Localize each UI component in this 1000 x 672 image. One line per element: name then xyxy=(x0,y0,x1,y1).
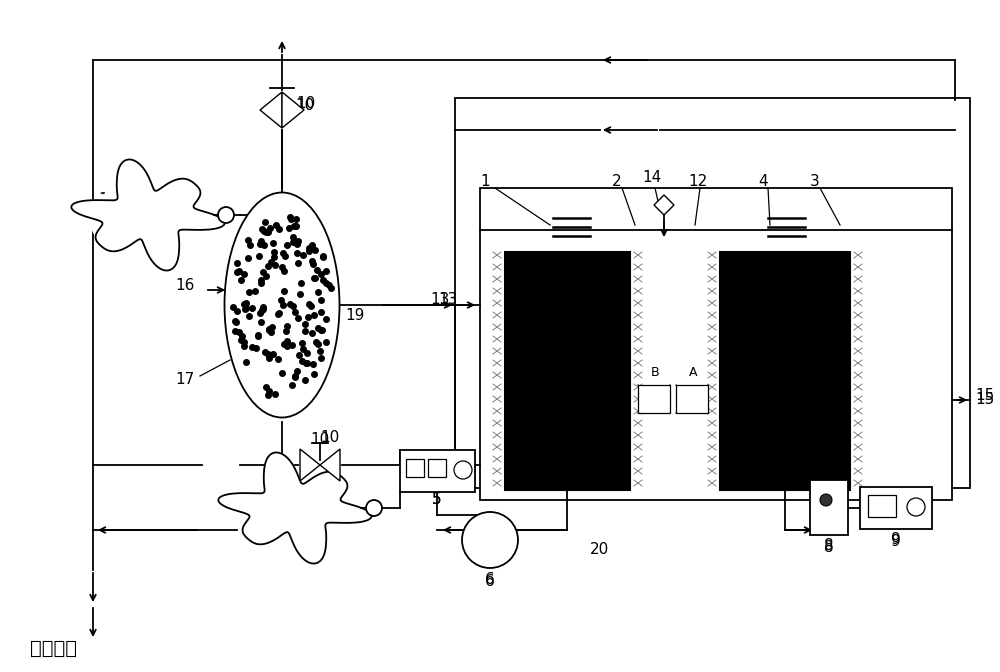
Circle shape xyxy=(462,512,518,568)
Text: 15: 15 xyxy=(975,388,994,403)
Bar xyxy=(676,385,708,413)
Ellipse shape xyxy=(90,180,206,260)
Polygon shape xyxy=(654,195,674,215)
Polygon shape xyxy=(300,449,320,481)
Text: 17: 17 xyxy=(176,372,195,388)
Text: 12: 12 xyxy=(688,175,707,190)
Text: 7: 7 xyxy=(260,487,270,503)
Text: 20: 20 xyxy=(590,542,609,558)
Text: 1: 1 xyxy=(480,175,490,190)
Text: 11: 11 xyxy=(439,452,458,466)
Circle shape xyxy=(218,207,234,223)
Bar xyxy=(480,188,952,500)
Bar xyxy=(720,252,850,490)
Text: 10: 10 xyxy=(295,97,314,112)
Bar xyxy=(868,495,896,517)
Polygon shape xyxy=(320,449,340,481)
Text: 13: 13 xyxy=(431,292,450,306)
Text: 18: 18 xyxy=(98,192,117,208)
Ellipse shape xyxy=(237,473,353,553)
Text: 9: 9 xyxy=(891,532,901,548)
Text: 2: 2 xyxy=(612,175,622,190)
Bar xyxy=(860,487,932,529)
Text: 6: 6 xyxy=(485,573,495,587)
Bar xyxy=(638,385,670,413)
Text: 10: 10 xyxy=(320,431,340,446)
Text: 3: 3 xyxy=(810,175,820,190)
Bar xyxy=(505,252,630,490)
Text: P: P xyxy=(484,531,496,549)
Text: 4: 4 xyxy=(758,175,768,190)
Text: 16: 16 xyxy=(176,278,195,292)
Text: 10: 10 xyxy=(310,433,330,448)
Text: 19: 19 xyxy=(345,308,364,323)
Text: 5: 5 xyxy=(432,493,442,507)
Circle shape xyxy=(820,494,832,506)
Bar xyxy=(406,459,424,477)
Circle shape xyxy=(366,500,382,516)
Bar xyxy=(455,98,970,488)
Ellipse shape xyxy=(224,192,340,417)
Bar xyxy=(810,480,848,535)
Text: 11: 11 xyxy=(431,452,450,466)
Circle shape xyxy=(907,498,925,516)
Text: 14: 14 xyxy=(642,171,661,185)
Text: 8: 8 xyxy=(824,538,834,552)
Text: 6: 6 xyxy=(485,575,495,589)
Text: 9: 9 xyxy=(891,534,901,550)
Text: 8: 8 xyxy=(824,540,834,554)
Text: 耦合燃烧: 耦合燃烧 xyxy=(30,638,77,657)
Text: 10: 10 xyxy=(296,95,315,110)
Polygon shape xyxy=(282,92,304,128)
Text: 13: 13 xyxy=(439,292,458,306)
Text: B: B xyxy=(651,366,659,378)
Text: A: A xyxy=(689,366,697,378)
Polygon shape xyxy=(218,452,372,564)
Bar xyxy=(428,459,446,477)
Text: 15: 15 xyxy=(975,392,994,407)
Polygon shape xyxy=(71,159,225,271)
Circle shape xyxy=(454,461,472,479)
Text: 5: 5 xyxy=(432,493,442,507)
Bar xyxy=(400,450,475,492)
Polygon shape xyxy=(260,92,282,128)
